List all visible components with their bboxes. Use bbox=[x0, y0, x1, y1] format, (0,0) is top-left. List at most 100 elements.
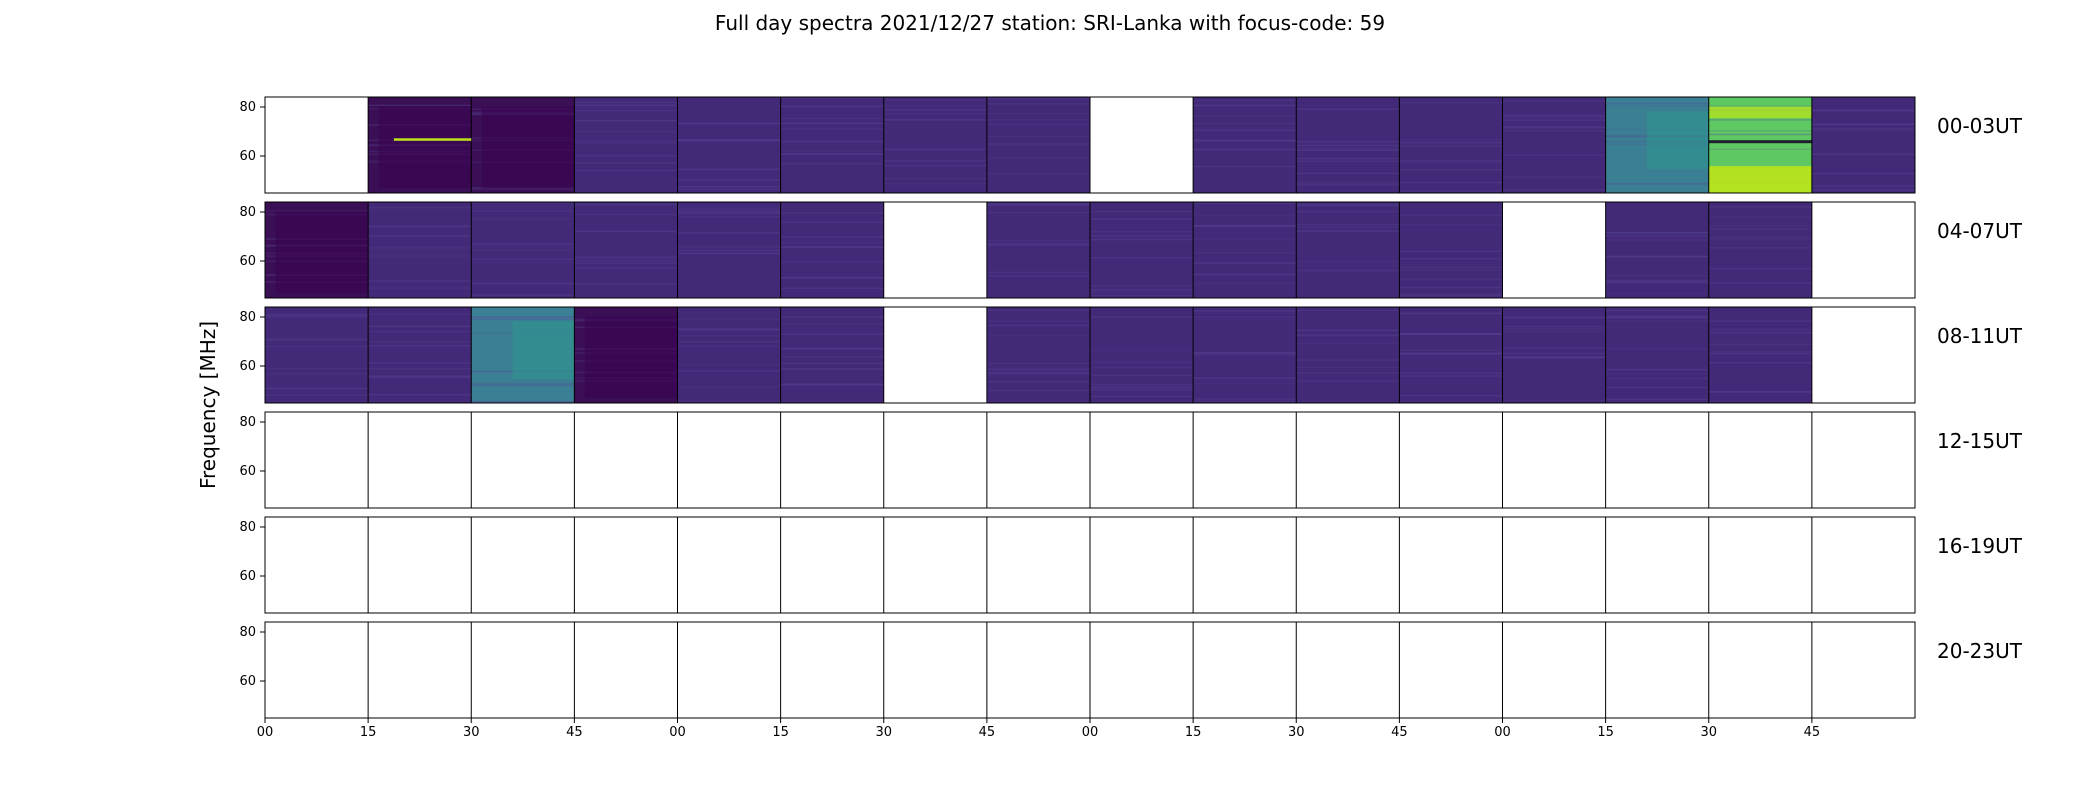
spectra-row: 80 60 16-19UT bbox=[239, 516, 2023, 614]
spectra-row: 80 60 08-11UT bbox=[239, 306, 2023, 404]
spectrum-cell bbox=[1605, 307, 1709, 403]
spectrum-stripe bbox=[1090, 389, 1194, 391]
spectrum-stripe bbox=[1708, 320, 1812, 322]
spectrum-stripe bbox=[1193, 225, 1297, 227]
spectrum-stripe bbox=[471, 243, 575, 246]
spectrum-stripe bbox=[986, 202, 1090, 204]
spectrum-stripe bbox=[1502, 316, 1606, 319]
spectrum-stripe bbox=[677, 168, 781, 171]
spectrum-stripe bbox=[986, 368, 1090, 371]
spectrum-stripe bbox=[368, 375, 472, 377]
spectrum-stripe bbox=[368, 362, 472, 364]
spectrum-hot-band bbox=[1708, 166, 1812, 193]
spectrum-stripe bbox=[1605, 235, 1709, 237]
spectrum-stripe bbox=[677, 188, 781, 191]
spectrum-stripe bbox=[1605, 182, 1709, 185]
spectrum-stripe bbox=[883, 113, 987, 115]
spectrum-stripe bbox=[986, 103, 1090, 105]
spectrum-stripe bbox=[368, 313, 472, 315]
spectrum-stripe bbox=[1296, 144, 1400, 147]
spectrum-stripe bbox=[780, 221, 884, 223]
spectrum-stripe bbox=[1708, 206, 1812, 208]
spectrum-stripe bbox=[1605, 135, 1709, 138]
spectrum-stripe bbox=[1193, 282, 1297, 285]
spectrum-stripe bbox=[1193, 353, 1297, 356]
spectrum-cell bbox=[574, 202, 678, 298]
spectrum-stripe bbox=[780, 117, 884, 120]
spectrum-stripe bbox=[986, 275, 1090, 278]
spectrum-stripe bbox=[1399, 375, 1503, 377]
spectrum-stripe bbox=[1296, 366, 1400, 368]
spectrum-stripe bbox=[1193, 214, 1297, 217]
spectrum-stripe bbox=[780, 333, 884, 335]
spectrum-stripe bbox=[368, 246, 472, 248]
spectrum-stripe bbox=[780, 153, 884, 155]
spectrum-stripe bbox=[1811, 109, 1915, 112]
spectrum-stripe bbox=[1708, 390, 1812, 393]
spectrum-stripe bbox=[1502, 116, 1606, 118]
spectrum-stripe bbox=[1193, 377, 1297, 379]
y-axis-label: Frequency [MHz] bbox=[196, 321, 220, 489]
spectrum-stripe bbox=[986, 112, 1090, 115]
spectrum-stripe bbox=[1399, 190, 1503, 192]
spectrum-stripe bbox=[883, 164, 987, 167]
spectrum-stripe bbox=[1811, 153, 1915, 155]
spectrum-stripe bbox=[1296, 141, 1400, 143]
chart-title: Full day spectra 2021/12/27 station: SRI… bbox=[715, 11, 1385, 35]
spectrum-stripe bbox=[1708, 352, 1812, 355]
spectrum-stripe bbox=[1399, 159, 1503, 162]
spectrum-stripe bbox=[1399, 266, 1503, 269]
spectrum-dark-patch bbox=[378, 106, 472, 189]
spectrum-stripe bbox=[1090, 210, 1194, 213]
spectrum-cell bbox=[1296, 307, 1400, 403]
spectrum-stripe bbox=[1502, 356, 1606, 358]
spectrum-stripe bbox=[471, 210, 575, 212]
spectrum-stripe bbox=[986, 244, 1090, 247]
spectrum-stripe bbox=[677, 140, 781, 142]
spectrum-stripe bbox=[265, 338, 369, 340]
spectrum-stripe bbox=[1708, 133, 1812, 136]
spectrum-stripe bbox=[471, 400, 575, 403]
spectrum-stripe bbox=[1605, 316, 1709, 319]
spectrum-stripe bbox=[677, 139, 781, 141]
row-border bbox=[264, 201, 1916, 299]
spectrum-stripe bbox=[1090, 374, 1194, 377]
spectrum-stripe bbox=[574, 230, 678, 233]
spectrum-stripe bbox=[1090, 349, 1194, 352]
spectrum-stripe bbox=[677, 345, 781, 347]
spectrum-stripe bbox=[471, 246, 575, 248]
spectrum-stripe bbox=[1605, 231, 1709, 234]
spectrum-stripe bbox=[780, 348, 884, 350]
spectrum-stripe bbox=[1708, 130, 1812, 132]
spectrum-stripe bbox=[574, 154, 678, 157]
spectra-row: 80 60 00-03UT bbox=[239, 96, 2023, 194]
spectrum-stripe bbox=[1605, 320, 1709, 322]
spectrum-cell bbox=[1502, 307, 1606, 403]
spectrum-stripe bbox=[677, 209, 781, 212]
spectrum-stripe bbox=[986, 373, 1090, 375]
spectrum-stripe bbox=[780, 261, 884, 263]
spectrum-stripe bbox=[1502, 130, 1606, 132]
spectrum-stripe bbox=[1708, 267, 1812, 270]
spectrum-stripe bbox=[1708, 361, 1812, 364]
spectrum-stripe bbox=[677, 216, 781, 218]
spectrum-cell bbox=[1193, 97, 1297, 193]
spectrum-stripe bbox=[471, 202, 575, 204]
spectrum-stripe bbox=[368, 256, 472, 259]
spectrum-stripe bbox=[986, 119, 1090, 121]
spectrum-stripe bbox=[780, 383, 884, 386]
spectrum-stripe bbox=[471, 258, 575, 260]
x-tick-label: 00 bbox=[1494, 725, 1511, 740]
spectrum-cell bbox=[1399, 202, 1503, 298]
spectrum-stripe bbox=[677, 122, 781, 124]
spectrum-cell bbox=[1193, 202, 1297, 298]
x-tick-label: 30 bbox=[875, 725, 892, 740]
spectrum-cell bbox=[368, 202, 472, 298]
spectrum-stripe bbox=[1399, 223, 1503, 226]
spectrum-stripe bbox=[780, 122, 884, 125]
y-tick-label: 80 bbox=[239, 520, 256, 535]
spectrum-stripe bbox=[368, 104, 472, 107]
spectrum-stripe bbox=[1090, 291, 1194, 293]
spectrum-stripe bbox=[677, 211, 781, 214]
spectrum-stripe bbox=[1090, 366, 1194, 369]
